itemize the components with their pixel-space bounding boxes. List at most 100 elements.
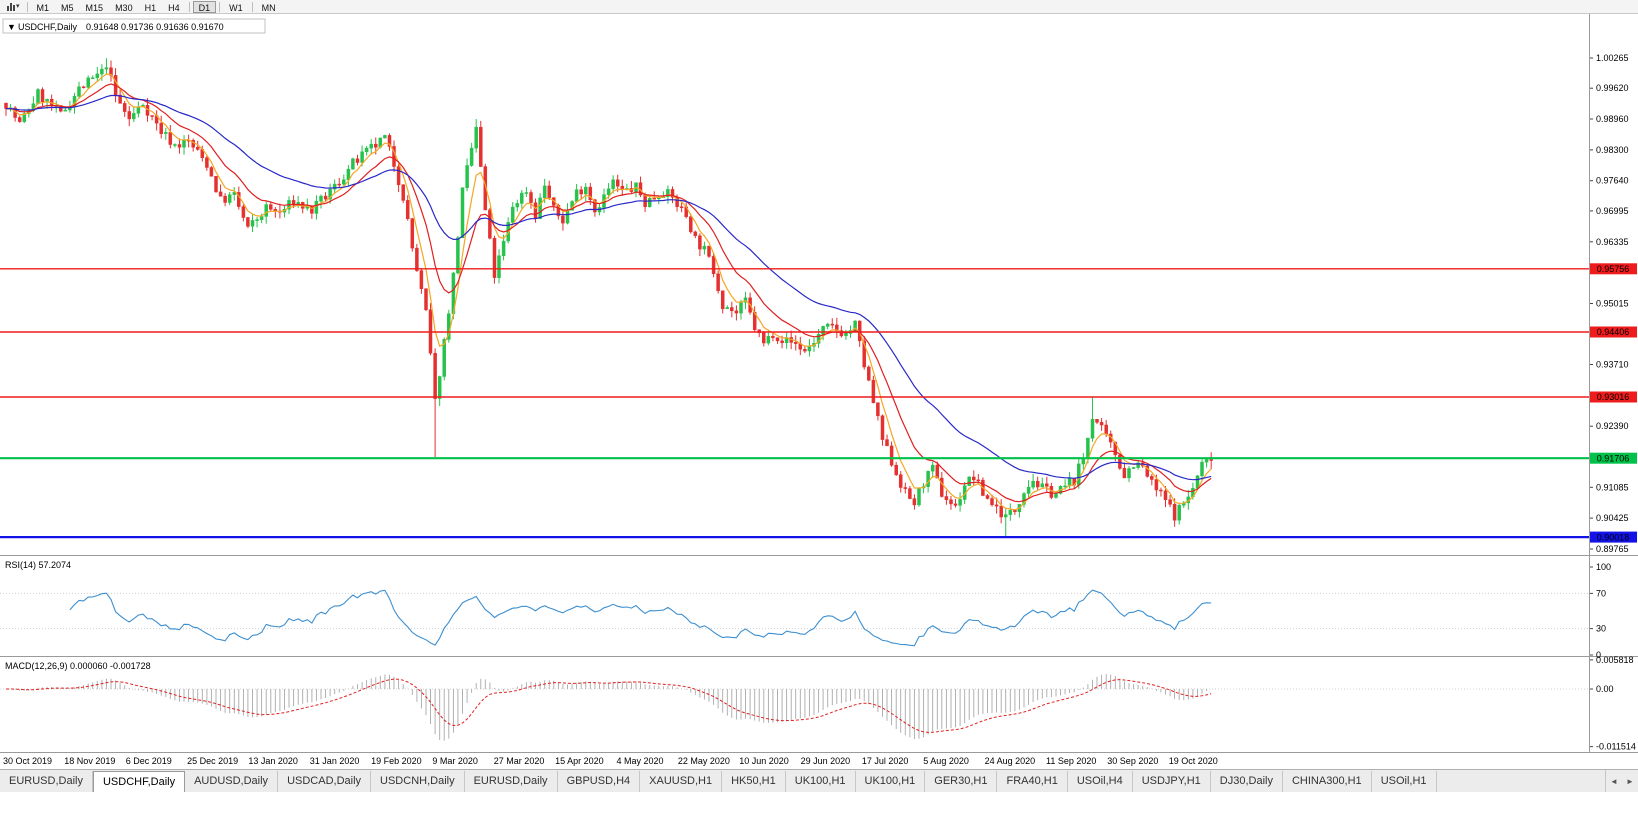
- macd-label: MACD(12,26,9) 0.000060 -0.001728: [5, 661, 151, 671]
- svg-text:0.89765: 0.89765: [1596, 544, 1629, 554]
- svg-text:0.005818: 0.005818: [1596, 655, 1634, 665]
- svg-text:18 Nov 2019: 18 Nov 2019: [64, 756, 115, 766]
- tab-scroll-left-icon[interactable]: ◄: [1610, 776, 1618, 786]
- svg-text:0.93016: 0.93016: [1597, 392, 1630, 402]
- price-badge: [1590, 391, 1637, 403]
- chart-tab-usoil-h1[interactable]: USOil,H1: [1371, 771, 1437, 792]
- svg-text:0.91706: 0.91706: [1597, 453, 1630, 463]
- rsi-line: [69, 589, 1212, 647]
- toolbar-separator: [188, 1, 190, 12]
- svg-text:0.92390: 0.92390: [1596, 421, 1629, 431]
- price-badge: [1590, 263, 1637, 275]
- chart-tab-audusd-daily[interactable]: AUDUSD,Daily: [185, 771, 279, 792]
- chart-tab-dj30-daily[interactable]: DJ30,Daily: [1210, 771, 1283, 792]
- svg-text:30 Sep 2020: 30 Sep 2020: [1107, 756, 1158, 766]
- svg-text:0.98960: 0.98960: [1596, 114, 1629, 124]
- timeframe-button-m5[interactable]: M5: [61, 2, 74, 13]
- price-badge: [1590, 326, 1637, 338]
- chart-tab-usdcnh-daily[interactable]: USDCNH,Daily: [371, 771, 465, 792]
- timeframe-toolbar: ▾ M1 M5 M15 M30 H1 H4 D1 W1 MN: [0, 0, 1638, 14]
- svg-text:1.00265: 1.00265: [1596, 53, 1629, 63]
- svg-text:0.90425: 0.90425: [1596, 513, 1629, 523]
- svg-text:11 Sep 2020: 11 Sep 2020: [1046, 756, 1096, 766]
- svg-text:0.98300: 0.98300: [1596, 145, 1629, 155]
- ma-medium-line[interactable]: [5, 83, 1212, 503]
- price-badge: [1590, 452, 1637, 464]
- tab-scroll-arrows: ◄ ►: [1605, 770, 1638, 792]
- timeframe-button-mn[interactable]: MN: [261, 2, 276, 13]
- svg-text:4 May 2020: 4 May 2020: [617, 756, 664, 766]
- toolbar-separator: [251, 1, 253, 12]
- svg-text:9 Mar 2020: 9 Mar 2020: [432, 756, 478, 766]
- svg-text:0.93710: 0.93710: [1596, 360, 1629, 370]
- svg-text:100: 100: [1596, 562, 1611, 572]
- timeframe-button-m15[interactable]: M15: [85, 2, 104, 13]
- chart-collapse-icon[interactable]: ▼: [7, 22, 16, 32]
- svg-text:-0.011514: -0.011514: [1596, 742, 1636, 752]
- timeframe-button-w1[interactable]: W1: [229, 2, 243, 13]
- toolbar-separator: [219, 1, 221, 12]
- svg-text:25 Dec 2019: 25 Dec 2019: [187, 756, 238, 766]
- candlestick-chart-icon: [7, 2, 15, 11]
- macd-signal-line: [6, 678, 1212, 733]
- chart-tab-uk100-h1[interactable]: UK100,H1: [855, 771, 926, 792]
- chart-tab-usdcad-daily[interactable]: USDCAD,Daily: [278, 771, 372, 792]
- svg-text:29 Jun 2020: 29 Jun 2020: [801, 756, 851, 766]
- svg-text:5 Aug 2020: 5 Aug 2020: [923, 756, 969, 766]
- svg-text:10 Jun 2020: 10 Jun 2020: [739, 756, 789, 766]
- timeframe-button-d1[interactable]: D1: [192, 0, 217, 13]
- svg-text:0.95015: 0.95015: [1596, 299, 1629, 309]
- toolbar-separator: [26, 1, 28, 12]
- svg-text:13 Jan 2020: 13 Jan 2020: [248, 756, 298, 766]
- chart-title-box: [2, 18, 266, 34]
- chart-tab-hk50-h1[interactable]: HK50,H1: [722, 771, 786, 792]
- chevron-down-icon: ▾: [16, 2, 20, 10]
- chart-tab-fra40-h1[interactable]: FRA40,H1: [997, 771, 1068, 792]
- rsi-label: RSI(14) 57.2074: [5, 560, 71, 570]
- svg-text:0.91085: 0.91085: [1596, 482, 1629, 492]
- svg-text:0.00: 0.00: [1596, 684, 1614, 694]
- svg-text:30: 30: [1596, 624, 1606, 634]
- svg-text:70: 70: [1596, 588, 1606, 598]
- timeframe-button-h4[interactable]: H4: [168, 2, 180, 13]
- chart-tab-gbpusd-h4[interactable]: GBPUSD,H4: [557, 771, 641, 792]
- svg-text:0.94406: 0.94406: [1597, 327, 1630, 337]
- svg-text:0.95756: 0.95756: [1597, 264, 1630, 274]
- svg-text:0.90018: 0.90018: [1597, 532, 1630, 542]
- timeframe-button-h1[interactable]: H1: [144, 2, 157, 13]
- svg-text:0.96335: 0.96335: [1596, 237, 1629, 247]
- timeframe-button-m30[interactable]: M30: [115, 2, 133, 13]
- chart-tabs-bar: EURUSD,Daily USDCHF,Daily AUDUSD,Daily USDC…: [0, 769, 1638, 792]
- price-axis[interactable]: 1.00265 0.99620 0.98960 0.98300 0.97640 0.969…: [1590, 53, 1636, 752]
- ma-slow-line[interactable]: [6, 94, 1212, 481]
- svg-text:22 May 2020: 22 May 2020: [678, 756, 730, 766]
- svg-text:0: 0: [1596, 650, 1601, 660]
- ma-fast-line[interactable]: [5, 73, 1212, 511]
- svg-text:15 Apr 2020: 15 Apr 2020: [555, 756, 604, 766]
- chart-tab-eurusd-daily[interactable]: EURUSD,Daily: [0, 771, 93, 792]
- chart-tab-ger30-h1[interactable]: GER30,H1: [925, 771, 998, 792]
- chart-tab-eurusd-daily[interactable]: EURUSD,Daily: [464, 771, 558, 792]
- chart-tab-usdjpy-h1[interactable]: USDJPY,H1: [1132, 771, 1211, 792]
- chart-tab-uk100-h1[interactable]: UK100,H1: [785, 771, 856, 792]
- candles-layer: [4, 58, 1213, 537]
- svg-text:6 Dec 2019: 6 Dec 2019: [126, 756, 172, 766]
- svg-text:27 Mar 2020: 27 Mar 2020: [494, 756, 545, 766]
- chart-tab-usoil-h4[interactable]: USOil,H4: [1067, 771, 1133, 792]
- chart-tab-usdchf-daily[interactable]: USDCHF,Daily: [92, 771, 186, 792]
- chart-ohlc-values: 0.91648 0.91736 0.91636 0.91670: [86, 22, 224, 32]
- chart-tab-xauusd-h1[interactable]: XAUUSD,H1: [640, 771, 723, 792]
- timeframe-button-m1[interactable]: M1: [36, 2, 50, 13]
- status-area: [0, 792, 1638, 827]
- tab-scroll-right-icon[interactable]: ►: [1626, 776, 1634, 786]
- macd-histogram: [10, 674, 1208, 741]
- svg-text:0.99620: 0.99620: [1596, 83, 1629, 93]
- chart-tabs: EURUSD,Daily USDCHF,Daily AUDUSD,Daily USDC…: [0, 771, 1437, 792]
- svg-text:0.96995: 0.96995: [1596, 206, 1629, 216]
- svg-text:17 Jul 2020: 17 Jul 2020: [862, 756, 909, 766]
- chart-tab-china300-h1[interactable]: CHINA300,H1: [1282, 771, 1372, 792]
- date-axis[interactable]: 30 Oct 2019 18 Nov 2019 6 Dec 2019 25 Dec 2…: [3, 756, 1218, 766]
- chart-type-button[interactable]: ▾: [3, 0, 24, 13]
- svg-text:31 Jan 2020: 31 Jan 2020: [310, 756, 360, 766]
- price-chart[interactable]: 0.95756 0.94406 0.93016 0.91706 0.90018 1.002…: [0, 14, 1638, 769]
